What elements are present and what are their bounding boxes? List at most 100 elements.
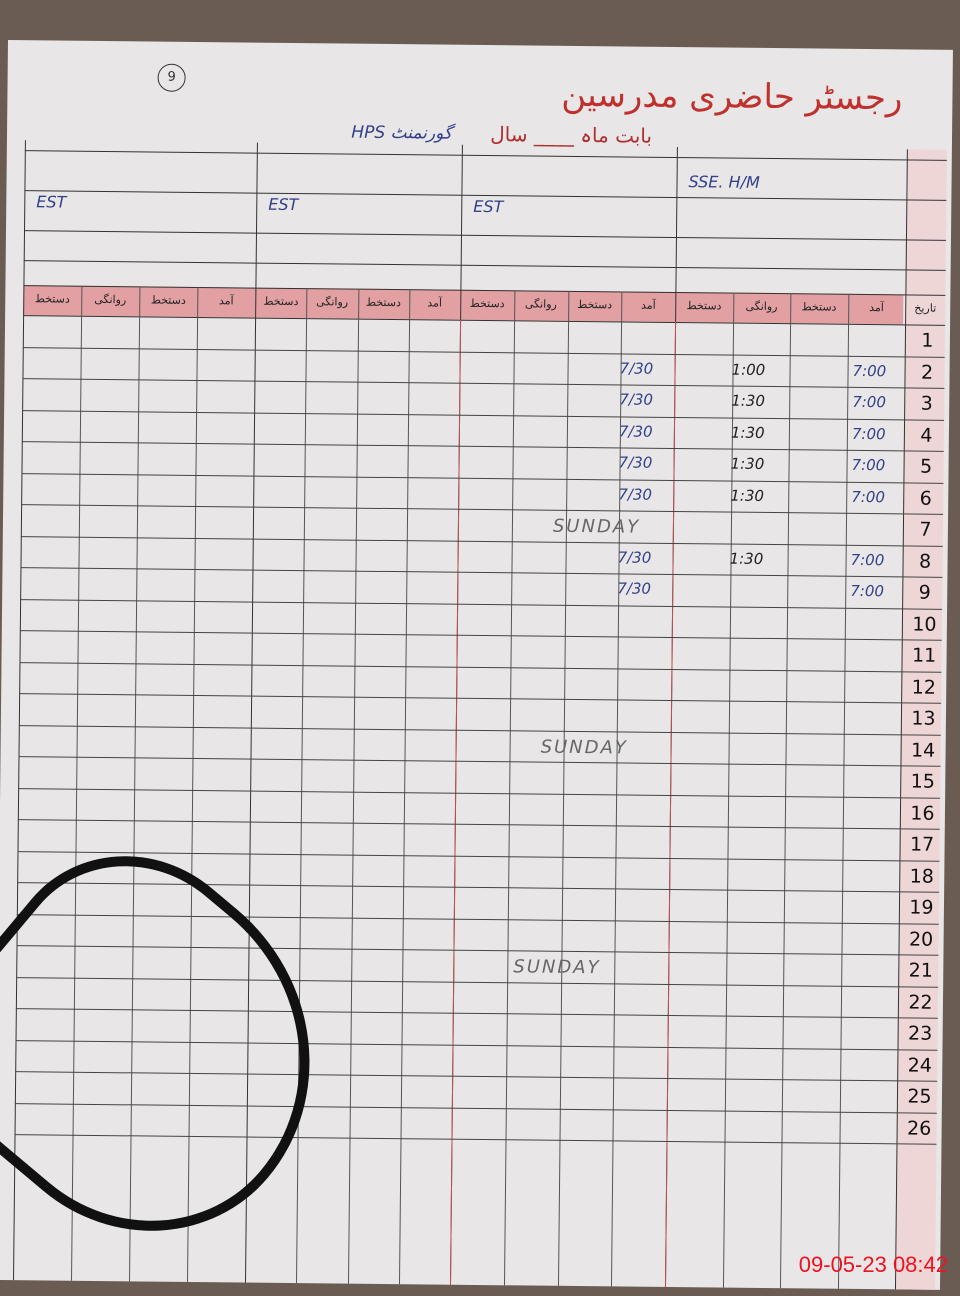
subcolumn-line (722, 292, 734, 1288)
arrival-time: 7/30 (617, 579, 652, 598)
register-subtitle: بابت ماہ ____ سال (490, 122, 653, 148)
page-number: 9 (157, 63, 186, 92)
row-line (21, 472, 944, 484)
date-number: 21 (908, 959, 934, 982)
arrival-time: 7/30 (619, 358, 654, 378)
row-line (18, 724, 941, 736)
subcolumn-line (398, 289, 411, 1285)
arrival-time: 7:00 (851, 487, 886, 506)
rule-line (23, 230, 946, 241)
row-line (19, 630, 942, 641)
date-number: 6 (919, 487, 932, 510)
date-number: 24 (907, 1053, 933, 1077)
date-number: 19 (909, 896, 934, 919)
date-number: 18 (909, 864, 935, 888)
subcolumn-header: دستخط (469, 296, 505, 311)
date-number: 25 (907, 1085, 932, 1108)
teacher-designation: EST (268, 194, 299, 215)
departure-time: 1:30 (730, 423, 765, 442)
subcolumn-header: روانگی (745, 299, 778, 314)
subcolumn-header: دستخط (801, 300, 837, 314)
subcolumn-line (837, 293, 849, 1289)
subcolumn-header: دستخط (577, 297, 613, 312)
date-number: 9 (918, 581, 931, 604)
teacher-designation: SSE. H/M (688, 172, 760, 192)
rule-line (24, 150, 947, 161)
subcolumn-header: روانگی (524, 297, 557, 311)
subcolumn-header: دستخط (150, 293, 186, 307)
row-line (20, 567, 943, 578)
row-line (22, 346, 945, 358)
row-line (18, 787, 941, 799)
subcolumn-header: دستخط (365, 295, 401, 310)
arrival-time: 7:00 (852, 361, 887, 380)
subcolumn-line (557, 290, 569, 1286)
subcolumn-line (347, 288, 359, 1284)
subcolumn-header: دستخط (263, 294, 299, 309)
departure-time: 1:30 (730, 486, 765, 505)
photo-timestamp: 09-05-23 08:42 (798, 1252, 948, 1277)
row-line (18, 756, 941, 767)
departure-time: 1:00 (731, 360, 766, 379)
subcolumn-header: آمد (218, 294, 234, 308)
rule-line (23, 260, 946, 271)
date-number: 22 (908, 990, 933, 1014)
date-number: 15 (910, 770, 935, 793)
arrival-time: 7:00 (851, 455, 886, 475)
subcolumn-line (503, 290, 516, 1286)
date-number: 13 (911, 707, 936, 730)
register-title: رجسٹر حاضری مدرسین (561, 74, 903, 119)
row-line (20, 535, 943, 547)
school-name: گورنمنٹ HPS (351, 122, 453, 144)
subcolumn-header: روانگی (94, 292, 127, 307)
date-number: 5 (919, 455, 933, 478)
row-line (17, 819, 940, 830)
arrival-time: 7:00 (851, 424, 886, 443)
subcolumn-line (779, 293, 792, 1289)
row-line (21, 441, 944, 452)
sunday-note: SUNDAY (540, 736, 628, 759)
date-number: 17 (909, 833, 935, 856)
teacher-designation: EST (36, 192, 67, 212)
date-number: 23 (907, 1022, 933, 1045)
subcolumn-header: دستخط (686, 299, 722, 313)
row-line (22, 378, 945, 389)
arrival-time: 7/30 (618, 453, 653, 472)
date-number: 8 (918, 550, 932, 573)
red-margin-line (449, 319, 462, 1285)
sunday-note: SUNDAY (513, 956, 601, 979)
date-number: 10 (912, 613, 937, 636)
arrival-time: 7:00 (850, 550, 885, 569)
row-line (22, 409, 945, 421)
arrival-time: 7:00 (852, 392, 887, 412)
date-number: 12 (911, 675, 936, 699)
arrival-time: 7/30 (618, 421, 653, 441)
date-number: 16 (910, 801, 935, 825)
subcolumn-header: آمد (427, 296, 443, 310)
red-margin-line (664, 322, 677, 1287)
departure-time: 1:30 (729, 549, 764, 568)
arrival-time: 7/30 (619, 390, 654, 409)
teacher-designation: EST (473, 196, 504, 217)
row-line (21, 504, 944, 515)
subcolumn-header: روانگی (316, 295, 349, 309)
arrival-time: 7/30 (617, 547, 652, 567)
subcolumn-header: دستخط (34, 292, 70, 306)
date-number: 2 (920, 361, 934, 384)
departure-time: 1:30 (730, 454, 765, 473)
date-number: 7 (919, 518, 932, 541)
date-number: 11 (911, 644, 937, 667)
date-number: 1 (921, 329, 934, 352)
date-number: 26 (906, 1116, 932, 1140)
subcolumn-line (611, 291, 623, 1287)
date-number: 3 (920, 392, 933, 415)
sunday-note: SUNDAY (552, 515, 641, 538)
subcolumn-header: آمد (869, 301, 884, 315)
row-line (19, 661, 942, 673)
date-number: 20 (908, 927, 934, 951)
date-number: 14 (910, 738, 936, 762)
date-number: 4 (920, 424, 933, 447)
subcolumn-header: آمد (640, 298, 656, 312)
arrival-time: 7:00 (850, 581, 885, 601)
departure-time: 1:30 (731, 391, 766, 410)
